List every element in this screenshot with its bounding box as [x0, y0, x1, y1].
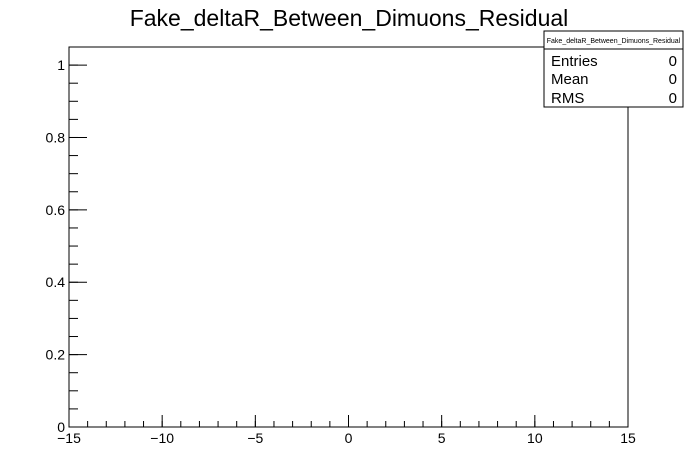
y-tick-label: 0.4	[46, 274, 66, 290]
stats-box: Fake_deltaR_Between_Dimuons_Residual Ent…	[543, 30, 684, 108]
y-tick-label: 1	[57, 57, 65, 73]
stats-entries-value: 0	[669, 53, 677, 70]
y-axis: 0 0.2 0.4 0.6 0.8 1	[46, 46, 87, 435]
y-tick-label: 0.6	[46, 202, 66, 218]
stats-rms-label: RMS	[551, 90, 584, 107]
x-tick-label: −5	[247, 430, 263, 446]
x-tick-label: −15	[57, 430, 81, 446]
y-tick-label: 0	[57, 419, 65, 435]
stats-mean-value: 0	[669, 71, 677, 88]
y-tick-label: 0.8	[46, 129, 66, 145]
stats-rms-value: 0	[669, 90, 677, 107]
stats-box-title: Fake_deltaR_Between_Dimuons_Residual	[547, 38, 681, 45]
chart-title: Fake_deltaR_Between_Dimuons_Residual	[130, 5, 569, 31]
y-tick-label: 0.2	[46, 347, 66, 363]
x-tick-label: −10	[150, 430, 174, 446]
x-axis: −15 −10 −5 0 5 10 15	[57, 415, 636, 446]
stats-entries-label: Entries	[551, 53, 598, 70]
x-tick-label: 10	[527, 430, 543, 446]
x-tick-label: 15	[620, 430, 636, 446]
x-tick-label: 5	[438, 430, 446, 446]
x-tick-label: 0	[345, 430, 353, 446]
stats-mean-label: Mean	[551, 71, 589, 88]
